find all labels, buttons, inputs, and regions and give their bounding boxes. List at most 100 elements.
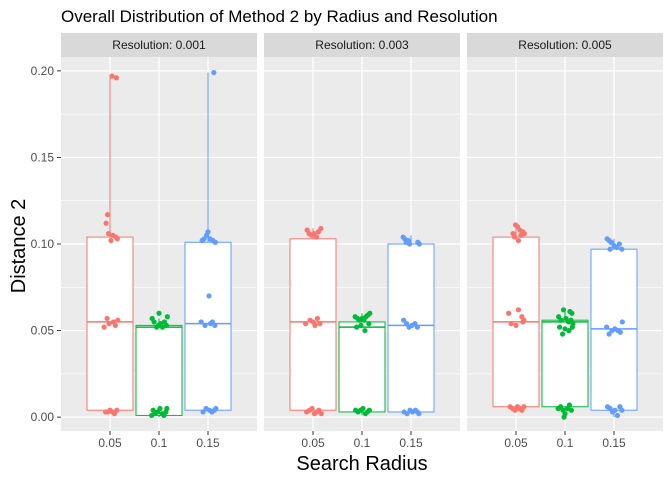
data-point [164, 314, 170, 320]
facet-strip-label: Resolution: 0.005 [518, 38, 612, 52]
data-point [354, 324, 360, 330]
data-point [612, 407, 618, 413]
data-point [108, 237, 114, 244]
data-point [608, 239, 614, 245]
data-point [521, 404, 527, 410]
data-point [401, 317, 407, 323]
data-point [109, 73, 115, 79]
data-point [201, 236, 207, 242]
data-point [212, 239, 218, 245]
x-tick-label: 0.05 [301, 436, 325, 450]
x-tick-label: 0.05 [98, 436, 122, 450]
data-point [569, 310, 575, 316]
data-point [313, 234, 320, 240]
data-point [416, 411, 422, 417]
data-point [103, 220, 109, 226]
box [541, 319, 589, 408]
data-point [115, 317, 121, 323]
data-point [113, 75, 119, 81]
data-point [303, 321, 309, 327]
data-point [102, 409, 109, 415]
chart-title: Overall Distribution of Method 2 by Radi… [61, 7, 498, 26]
box-group [86, 73, 134, 417]
data-point [101, 324, 107, 330]
data-point [515, 307, 522, 313]
data-point [559, 331, 566, 337]
data-point [213, 405, 219, 412]
data-point [607, 246, 613, 252]
data-point [151, 319, 157, 325]
y-axis: 0.00 0.05 0.10 0.15 0.20 [31, 64, 61, 424]
data-point [314, 315, 321, 322]
data-point [104, 315, 110, 322]
data-point [317, 321, 323, 327]
data-point [360, 405, 366, 412]
data-point [508, 321, 514, 327]
data-point [619, 319, 625, 325]
data-point [114, 407, 120, 413]
data-point [406, 241, 413, 247]
data-point [211, 69, 217, 76]
x-tick-label: 0.1 [354, 436, 371, 450]
box-group [541, 307, 589, 420]
data-point [414, 324, 420, 330]
data-point [404, 411, 410, 417]
y-axis-title: Distance 2 [8, 199, 30, 294]
y-tick-label: 0.15 [31, 150, 55, 164]
box-group [338, 310, 386, 417]
box [135, 324, 183, 416]
x-tick-label: 0.15 [399, 436, 423, 450]
data-point [619, 246, 625, 252]
x-axis-title: Search Radius [296, 453, 427, 475]
data-point [159, 324, 166, 330]
data-point [163, 322, 169, 328]
y-tick-label: 0.10 [31, 237, 55, 251]
data-point [309, 405, 315, 412]
data-point [362, 327, 368, 334]
data-point [106, 321, 112, 327]
data-point [156, 310, 162, 316]
data-point [511, 234, 518, 240]
data-point [112, 322, 118, 328]
data-point [114, 236, 120, 242]
data-point [606, 331, 612, 337]
y-tick-label: 0.20 [31, 64, 55, 78]
facet-panel: Resolution: 0.001 0.05 0.1 0.15 [61, 33, 257, 450]
facet-panel: Resolution: 0.005 0.05 0.1 0.15 [467, 33, 663, 450]
data-point [566, 327, 572, 334]
data-point [521, 231, 527, 237]
x-tick-label: 0.05 [504, 436, 528, 450]
data-point [560, 307, 567, 313]
data-point [164, 405, 170, 412]
data-point [617, 329, 623, 335]
data-point [198, 319, 204, 325]
box-group [492, 222, 540, 413]
data-point [202, 322, 208, 328]
y-tick-label: 0.05 [31, 324, 55, 338]
data-point [506, 310, 512, 316]
data-point [569, 324, 575, 330]
data-point [619, 407, 625, 413]
data-point [149, 412, 155, 419]
facet-strip [61, 33, 257, 57]
data-point [157, 405, 163, 412]
box-group [184, 69, 232, 415]
data-point [568, 407, 574, 413]
data-point [520, 319, 526, 325]
data-point [358, 322, 364, 328]
data-point [557, 324, 563, 330]
data-point [515, 237, 522, 244]
data-point [561, 414, 567, 420]
data-point [366, 407, 372, 413]
box-group [590, 236, 638, 419]
x-tick-label: 0.15 [602, 436, 626, 450]
box [338, 321, 386, 413]
data-point [513, 322, 519, 328]
x-tick-label: 0.1 [151, 436, 168, 450]
data-point [104, 211, 111, 218]
x-tick-label: 0.1 [557, 436, 574, 450]
data-point [206, 293, 212, 299]
box-group [387, 234, 435, 417]
data-point [367, 310, 373, 316]
